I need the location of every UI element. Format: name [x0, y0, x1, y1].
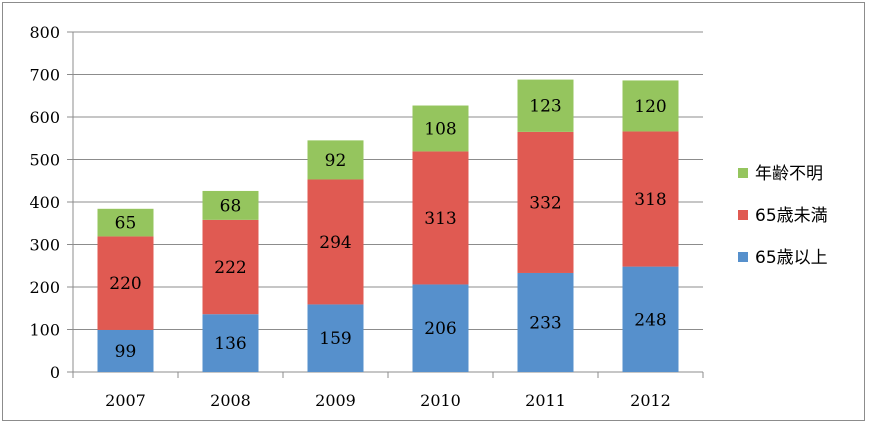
- x-axis: 2007 2008 2009 2010 2011 2012: [72, 371, 704, 410]
- x-tick-label: 2009: [315, 391, 356, 410]
- y-tick-label: 100: [29, 321, 60, 340]
- legend-swatch: [738, 210, 748, 220]
- data-label: 99: [115, 342, 137, 362]
- data-label: 318: [634, 190, 666, 210]
- data-label: 220: [109, 274, 141, 294]
- bar-segment: [517, 272, 574, 372]
- data-labels: 99 220 65 136 222 68 159 294 92 206 313 108 233 332 12…: [109, 97, 666, 362]
- x-tick-label: 2008: [210, 391, 251, 410]
- y-tick-label: 0: [50, 363, 60, 382]
- bar-segment: [517, 79, 574, 132]
- bar-segment: [202, 190, 259, 220]
- y-tick-label: 300: [29, 236, 60, 255]
- data-label: 65: [115, 214, 137, 234]
- legend: 年齢不明 65歳未満 65歳以上: [738, 164, 828, 268]
- bar-segment: [307, 140, 364, 180]
- bar-segment: [97, 236, 154, 330]
- x-tick-label: 2012: [630, 391, 671, 410]
- y-tick-label: 600: [29, 108, 60, 127]
- legend-label: 65歳以上: [755, 248, 828, 268]
- bar-segment: [412, 284, 469, 372]
- legend-label: 年齢不明: [755, 164, 823, 184]
- data-label: 136: [214, 334, 246, 354]
- y-tick-label: 800: [29, 23, 60, 42]
- bar-segment: [412, 151, 469, 285]
- y-tick-label: 500: [29, 151, 60, 170]
- legend-swatch: [738, 252, 748, 262]
- data-label: 294: [319, 233, 351, 253]
- y-tick-label: 400: [29, 193, 60, 212]
- x-tick-label: 2011: [525, 391, 566, 410]
- bar-segment: [622, 80, 679, 132]
- bar-segment: [622, 266, 679, 372]
- bar-segment: [97, 208, 154, 237]
- data-label: 313: [424, 209, 456, 229]
- data-label: 248: [634, 310, 666, 330]
- bar-segment: [622, 131, 679, 267]
- data-label: 159: [319, 329, 351, 349]
- data-label: 332: [529, 193, 561, 213]
- y-axis: 0 100 200 300 400 500 600 700 800: [29, 23, 74, 382]
- bar-segment: [307, 179, 364, 305]
- legend-label: 65歳未満: [755, 206, 828, 226]
- x-tick-label: 2010: [420, 391, 461, 410]
- data-label: 92: [325, 151, 347, 171]
- bars: [97, 79, 679, 372]
- data-label: 233: [529, 313, 561, 333]
- bar-segment: [412, 105, 469, 152]
- gridlines: [73, 31, 703, 330]
- data-label: 123: [529, 97, 561, 117]
- data-label: 108: [424, 119, 456, 139]
- data-label: 120: [634, 97, 666, 117]
- y-tick-label: 200: [29, 278, 60, 297]
- bar-segment: [202, 219, 259, 315]
- legend-swatch: [738, 168, 748, 178]
- bar-segment: [307, 304, 364, 372]
- data-label: 206: [424, 319, 456, 339]
- data-label: 222: [214, 258, 246, 278]
- bar-segment: [97, 329, 154, 372]
- bar-segment: [517, 131, 574, 273]
- bar-segment: [202, 314, 259, 372]
- x-tick-label: 2007: [105, 391, 146, 410]
- data-label: 68: [220, 196, 242, 216]
- y-tick-label: 700: [29, 66, 60, 85]
